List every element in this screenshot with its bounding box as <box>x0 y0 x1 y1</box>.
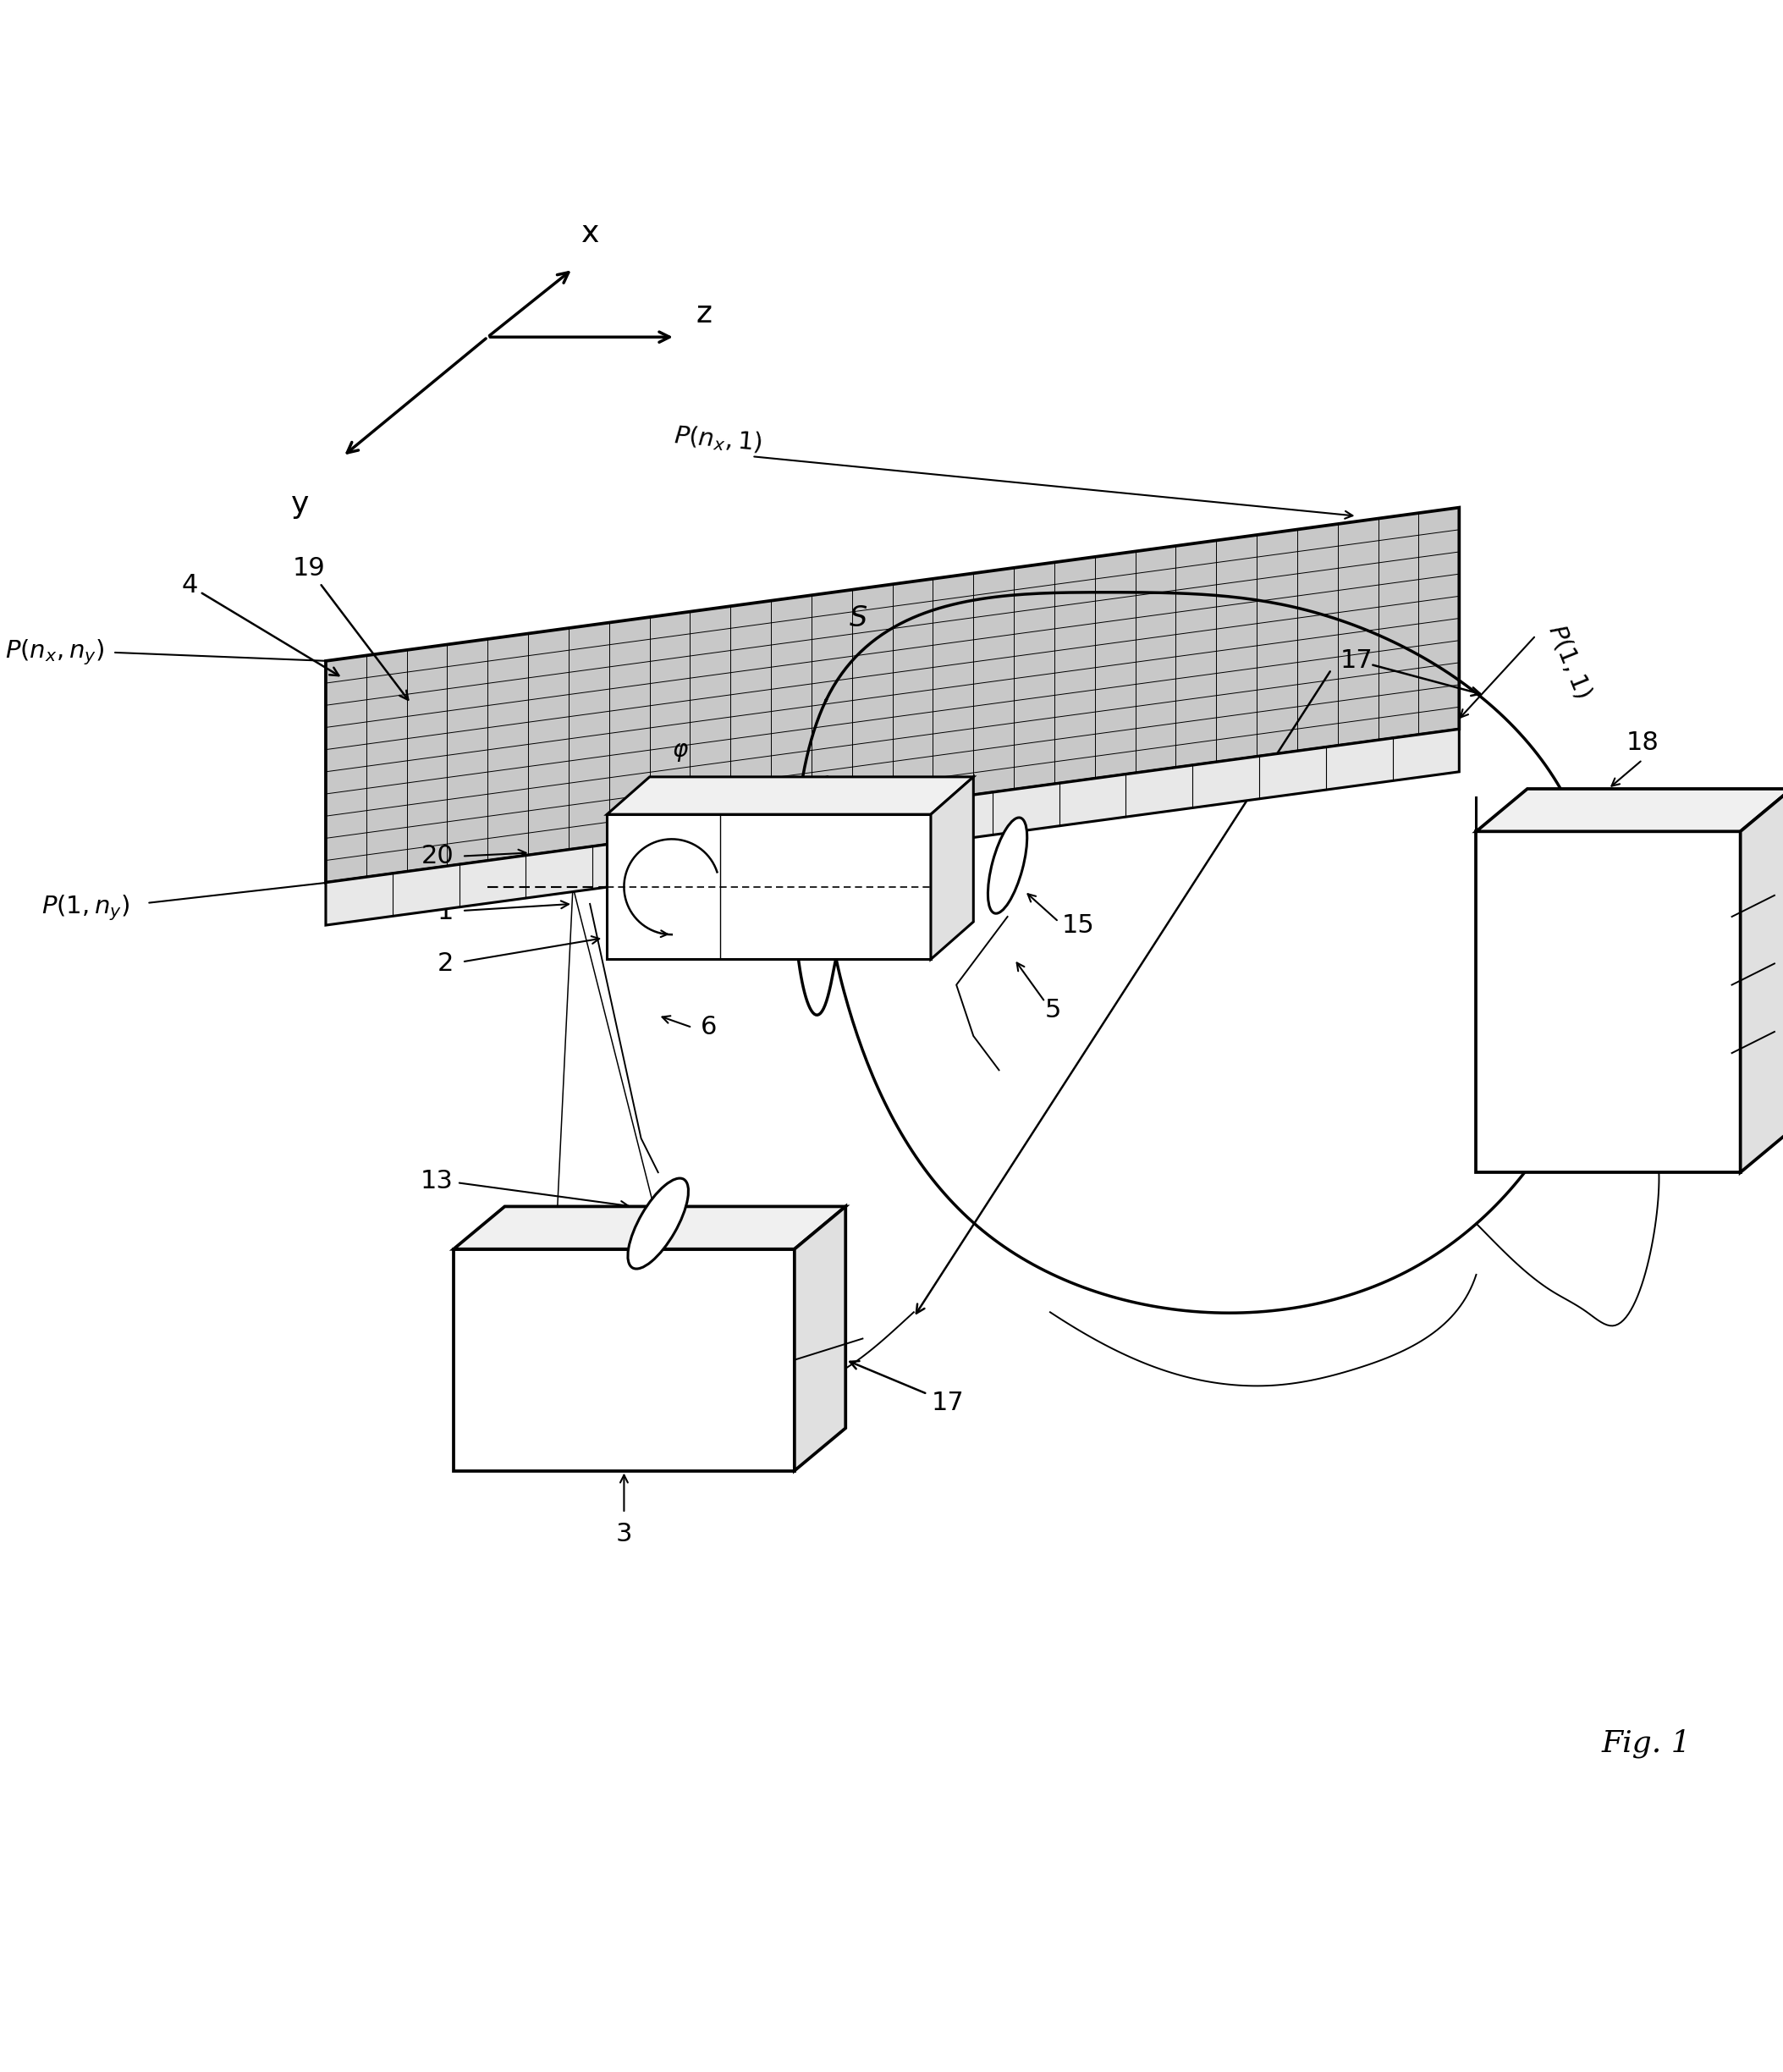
Polygon shape <box>931 777 974 959</box>
Text: x: x <box>581 220 599 249</box>
Polygon shape <box>1740 789 1783 1173</box>
Text: $P(n_x,1)$: $P(n_x,1)$ <box>672 423 763 456</box>
Polygon shape <box>606 814 931 959</box>
Text: 4: 4 <box>182 574 339 675</box>
Text: 2: 2 <box>437 951 453 976</box>
Text: 1: 1 <box>437 899 453 924</box>
Text: $\varphi$: $\varphi$ <box>672 740 688 762</box>
Polygon shape <box>1476 831 1740 1173</box>
Polygon shape <box>606 777 974 814</box>
Text: y: y <box>291 491 308 520</box>
Text: $P(1,n_y)$: $P(1,n_y)$ <box>41 893 130 922</box>
Text: 19: 19 <box>292 555 408 700</box>
Text: 15: 15 <box>1063 914 1095 937</box>
Polygon shape <box>453 1206 845 1249</box>
Text: 3: 3 <box>615 1521 633 1546</box>
Text: z: z <box>695 300 711 329</box>
Text: $P(n_x,n_y)$: $P(n_x,n_y)$ <box>5 638 103 667</box>
Polygon shape <box>795 1206 845 1471</box>
Text: 17: 17 <box>931 1390 965 1415</box>
Polygon shape <box>1476 789 1783 831</box>
Text: 18: 18 <box>1626 729 1658 754</box>
Ellipse shape <box>628 1179 688 1268</box>
Polygon shape <box>326 729 1458 926</box>
Text: Fig. 1: Fig. 1 <box>1601 1728 1692 1757</box>
Ellipse shape <box>988 818 1027 914</box>
Text: 17: 17 <box>1341 649 1373 673</box>
Text: 20: 20 <box>421 843 453 868</box>
Polygon shape <box>326 508 1458 883</box>
Text: S: S <box>849 605 867 632</box>
Polygon shape <box>453 1249 795 1471</box>
Text: 13: 13 <box>421 1169 453 1193</box>
Text: $P(1,1)$: $P(1,1)$ <box>1544 620 1596 702</box>
Text: 6: 6 <box>701 1015 717 1040</box>
Text: 5: 5 <box>1045 999 1061 1024</box>
